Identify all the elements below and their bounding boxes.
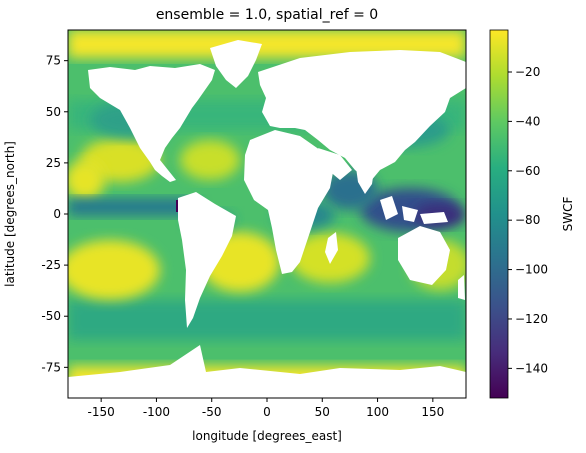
x-axis: -150 -100 -50 0 50 100 150 [88, 398, 444, 419]
colorbar-ticks: −140 −120 −100 −80 −60 −40 −20 [508, 65, 548, 375]
colorbar-tick-label: −140 [515, 361, 548, 375]
colorbar-tick-label: −20 [515, 65, 540, 79]
colorbar-label: SWCF [561, 197, 575, 232]
colorbar-tick-label: −40 [515, 114, 540, 128]
y-tick-label: 25 [46, 156, 61, 170]
x-tick-label: 50 [315, 405, 330, 419]
colorbar [489, 29, 509, 399]
colorbar-tick-label: −80 [515, 213, 540, 227]
x-tick-label: -150 [88, 405, 115, 419]
x-tick-label: 150 [421, 405, 444, 419]
x-tick-label: 100 [366, 405, 389, 419]
x-axis-label: longitude [degrees_east] [192, 429, 342, 443]
y-tick-label: -50 [41, 309, 61, 323]
y-tick-label: 50 [46, 105, 61, 119]
colorbar-tick-label: −120 [515, 312, 548, 326]
y-tick-label: 75 [46, 54, 61, 68]
x-tick-label: -50 [202, 405, 222, 419]
land-mask [68, 40, 466, 398]
y-axis: -75 -50 -25 0 25 50 75 [41, 54, 68, 374]
map-area [68, 30, 466, 398]
chart-title: ensemble = 1.0, spatial_ref = 0 [156, 7, 378, 23]
y-tick-label: -25 [41, 258, 61, 272]
x-tick-label: -100 [143, 405, 170, 419]
colorbar-tick-label: −60 [515, 164, 540, 178]
y-axis-label: latitude [degrees_north] [3, 141, 17, 287]
colorbar-tick-label: −100 [515, 263, 548, 277]
x-tick-label: 0 [263, 405, 271, 419]
y-tick-label: -75 [41, 360, 61, 374]
y-tick-label: 0 [53, 207, 61, 221]
